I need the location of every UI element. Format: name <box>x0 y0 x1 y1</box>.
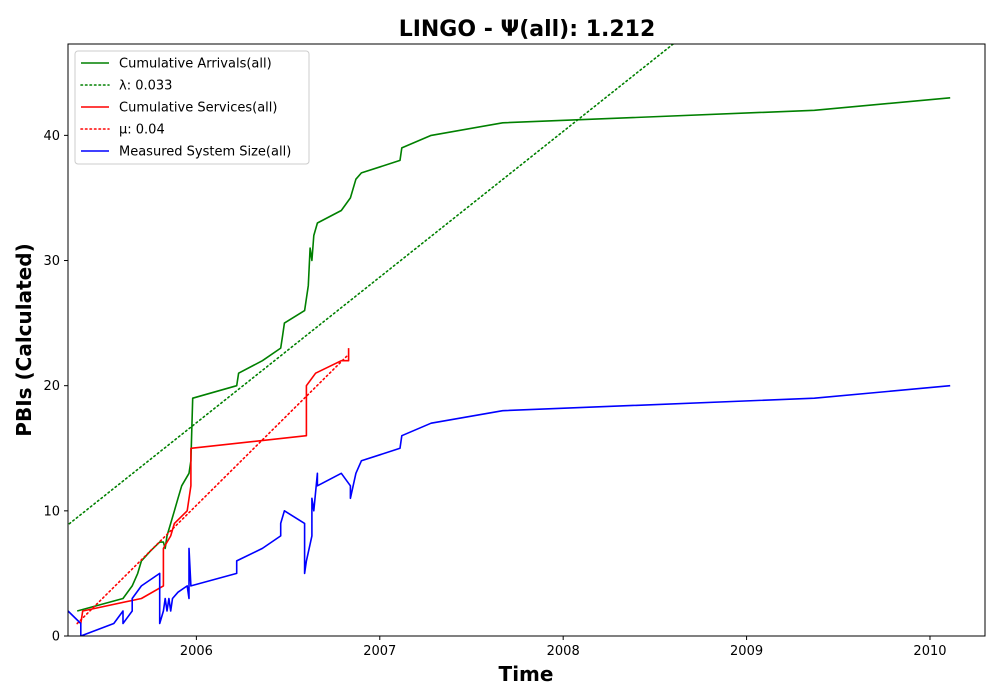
chart-title: LINGO - Ψ(all): 1.212 <box>399 17 656 42</box>
x-tick-label: 2006 <box>180 644 213 659</box>
y-tick-label: 40 <box>43 129 60 144</box>
legend-label-measured-system-size-all: Measured System Size(all) <box>119 145 291 160</box>
series-line-mu-fit <box>76 353 350 625</box>
legend-label-cumulative-arrivals-all: Cumulative Arrivals(all) <box>119 57 272 72</box>
series-line-measured-system-size-all <box>68 384 951 636</box>
legend-label-lambda-fit: λ: 0.033 <box>119 79 172 94</box>
x-tick-label: 2008 <box>547 644 580 659</box>
legend: Cumulative Arrivals(all) λ: 0.033 Cumulati… <box>74 50 310 165</box>
series-line-cumulative-services-all <box>80 348 350 624</box>
x-tick-label: 2007 <box>363 644 396 659</box>
y-tick-label: 20 <box>43 379 60 394</box>
y-tick-label: 30 <box>43 254 60 269</box>
x-tick-label: 2010 <box>913 644 946 659</box>
y-tick-label: 0 <box>52 630 60 645</box>
series-line-lambda-fit <box>68 44 675 526</box>
x-tick-label: 2009 <box>730 644 763 659</box>
legend-box <box>74 50 310 165</box>
x-axis-label: Time <box>499 662 554 686</box>
y-tick-label: 10 <box>43 504 60 519</box>
x-axis-ticks: 2006 2007 2008 2009 2010 <box>180 636 947 659</box>
series-line-cumulative-arrivals-all <box>76 97 951 612</box>
y-axis-label: PBIs (Calculated) <box>12 243 36 436</box>
y-axis-ticks: 0 10 20 30 40 <box>43 129 68 645</box>
legend-label-mu-fit: μ: 0.04 <box>119 123 165 138</box>
plot-frame <box>67 43 986 637</box>
legend-label-cumulative-services-all: Cumulative Services(all) <box>119 101 277 116</box>
series-layer <box>68 44 951 636</box>
